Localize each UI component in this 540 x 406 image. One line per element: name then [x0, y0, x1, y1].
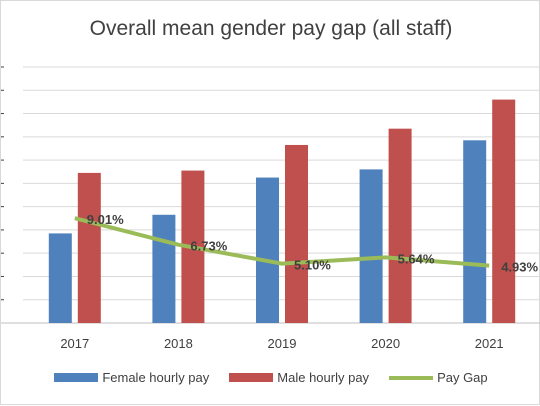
- bar-male-hourly-pay: [285, 144, 308, 323]
- legend-swatch-female: [54, 373, 99, 382]
- bar-female-hourly-pay: [48, 233, 72, 323]
- legend-label-male: Male hourly pay: [277, 370, 370, 385]
- bar-male-hourly-pay: [492, 99, 516, 323]
- legend-label-female: Female hourly pay: [102, 370, 210, 385]
- legend-label-pay-gap: Pay Gap: [437, 370, 488, 385]
- bar-female-hourly-pay: [463, 140, 487, 323]
- chart-title: Overall mean gender pay gap (all staff): [89, 17, 453, 40]
- pay-gap-data-label: 5.64%: [398, 251, 435, 266]
- bar-female-hourly-pay: [359, 169, 383, 323]
- legend: Female hourly pay Male hourly pay Pay Ga…: [1, 370, 540, 385]
- legend-swatch-male: [229, 373, 274, 382]
- legend-item-male: Male hourly pay: [229, 370, 369, 385]
- pay-gap-data-label: 9.01%: [87, 212, 124, 227]
- x-tick-label: 2020: [371, 336, 400, 351]
- x-tick-label: 2019: [268, 336, 297, 351]
- x-tick-label: 2018: [164, 336, 193, 351]
- x-tick-label: 2021: [475, 336, 504, 351]
- bar-female-hourly-pay: [152, 214, 176, 323]
- pay-gap-data-label: 5.10%: [294, 258, 331, 273]
- pay-gap-line: [74, 216, 490, 268]
- legend-swatch-pay-gap: [389, 375, 434, 380]
- bar-male-hourly-pay: [388, 128, 412, 323]
- pay-gap-data-label: 6.73%: [190, 239, 227, 254]
- legend-item-female: Female hourly pay: [54, 370, 209, 385]
- bar-male-hourly-pay: [77, 172, 101, 323]
- legend-item-pay-gap: Pay Gap: [389, 370, 488, 385]
- x-tick-label: 2017: [60, 336, 89, 351]
- pay-gap-data-label: 4.93%: [501, 260, 538, 275]
- bar-female-hourly-pay: [256, 177, 279, 323]
